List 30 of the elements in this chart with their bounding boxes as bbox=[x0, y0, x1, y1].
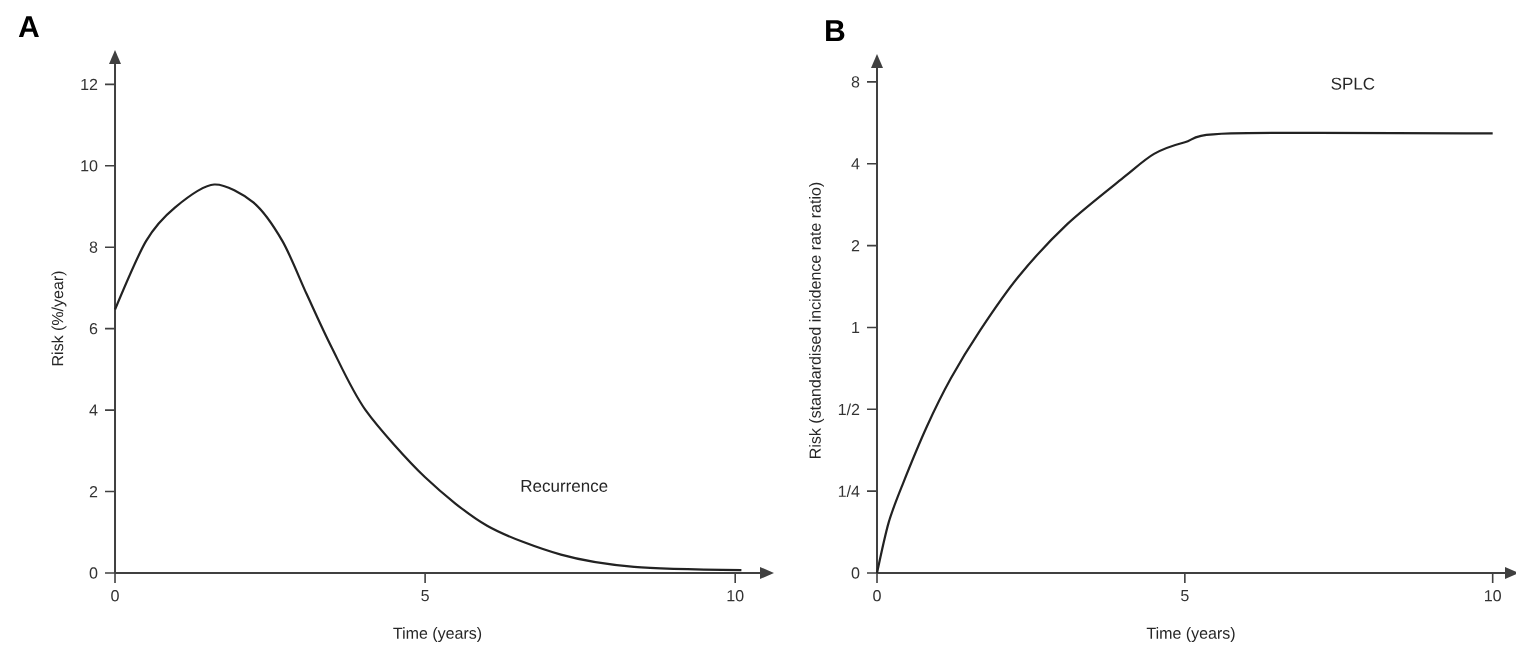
x-tick-label: 5 bbox=[421, 590, 429, 602]
x-tick-label: 10 bbox=[1485, 590, 1501, 602]
y-tick-label: 0 bbox=[851, 567, 860, 579]
y-tick-label: 6 bbox=[89, 323, 98, 335]
y-tick-label: 1/2 bbox=[838, 403, 860, 416]
y-tick-label: 1 bbox=[852, 321, 860, 333]
line-series bbox=[113, 183, 743, 572]
x-tick-label: 0 bbox=[873, 590, 881, 602]
y-tick-label: 8 bbox=[89, 241, 98, 253]
x-tick-label: 0 bbox=[111, 590, 119, 602]
y-tick-label: 10 bbox=[81, 160, 98, 172]
text: SPLC bbox=[1331, 77, 1375, 90]
y-tick-label: 4 bbox=[89, 404, 98, 416]
y-tick-label: 0 bbox=[89, 567, 98, 579]
x-axis-title: Time (years) bbox=[393, 627, 482, 643]
x-tick-label: 10 bbox=[727, 590, 744, 602]
y-tick-label: 4 bbox=[851, 158, 860, 170]
y-axis-title: Risk (%/year) bbox=[51, 271, 67, 366]
y-tick-label: 8 bbox=[851, 76, 860, 88]
x-tick-label: 5 bbox=[1181, 590, 1189, 602]
x-axis-title: Time (years) bbox=[1146, 627, 1235, 643]
y-axis-title: Risk (standardised incidence rate ratio) bbox=[809, 182, 824, 458]
text: Recurrence bbox=[521, 480, 608, 492]
chart-title: A bbox=[18, 16, 39, 37]
y-tick-label: 1/4 bbox=[838, 485, 860, 498]
chart-title: B bbox=[826, 20, 845, 41]
y-tick-label: 2 bbox=[851, 240, 860, 252]
y-tick-label: 12 bbox=[81, 78, 98, 90]
y-tick-label: 2 bbox=[89, 485, 98, 498]
line-series bbox=[875, 131, 1494, 575]
